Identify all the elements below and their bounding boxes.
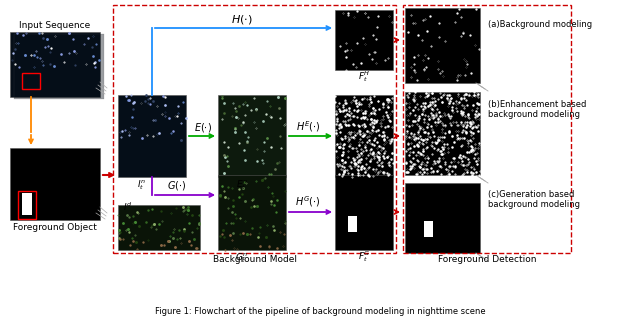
Text: $E_t^n$: $E_t^n$ <box>236 178 248 192</box>
Text: Background Model: Background Model <box>213 255 297 265</box>
Bar <box>348 216 357 232</box>
Bar <box>10 32 100 97</box>
Bar <box>14 34 104 99</box>
Text: $I_t^n$: $I_t^n$ <box>138 178 147 192</box>
Bar <box>405 183 480 253</box>
Bar <box>424 220 433 236</box>
Bar <box>118 95 186 177</box>
Bar <box>18 191 36 219</box>
Text: Figure 1: Flowchart of the pipeline of background modeling in nighttime scene: Figure 1: Flowchart of the pipeline of b… <box>155 308 485 316</box>
Text: $F_t^G$: $F_t^G$ <box>358 250 371 264</box>
Bar <box>22 73 40 89</box>
Text: Input Sequence: Input Sequence <box>19 20 91 29</box>
Bar <box>218 175 286 250</box>
Text: (c)Generation based
background modeling: (c)Generation based background modeling <box>488 190 580 209</box>
Bar <box>118 205 200 250</box>
Text: (b)Enhancement based
background modeling: (b)Enhancement based background modeling <box>488 100 586 119</box>
Text: $G_t^n$: $G_t^n$ <box>235 251 248 265</box>
Bar <box>405 8 480 83</box>
Text: $h_t^E$: $h_t^E$ <box>358 177 370 191</box>
Text: Foreground Object: Foreground Object <box>13 223 97 233</box>
Text: $E(\cdot)$: $E(\cdot)$ <box>194 121 212 133</box>
Bar <box>405 92 480 175</box>
Text: $F_t^H$: $F_t^H$ <box>358 69 371 84</box>
Text: $G(\cdot)$: $G(\cdot)$ <box>167 179 187 191</box>
Text: $H^G(\cdot)$: $H^G(\cdot)$ <box>295 195 321 209</box>
Text: Foreground Detection: Foreground Detection <box>438 255 536 265</box>
Text: (a)Background modeling: (a)Background modeling <box>488 20 592 29</box>
Bar <box>335 175 393 250</box>
Bar <box>335 95 393 177</box>
Bar <box>335 10 393 70</box>
Bar <box>218 95 286 177</box>
Bar <box>22 193 32 215</box>
Bar <box>403 5 571 253</box>
Bar <box>10 148 100 220</box>
Bar <box>113 5 396 253</box>
Text: $I^d$: $I^d$ <box>124 201 132 213</box>
Text: $H^E(\cdot)$: $H^E(\cdot)$ <box>296 120 320 134</box>
Text: $H(\cdot)$: $H(\cdot)$ <box>231 13 253 27</box>
